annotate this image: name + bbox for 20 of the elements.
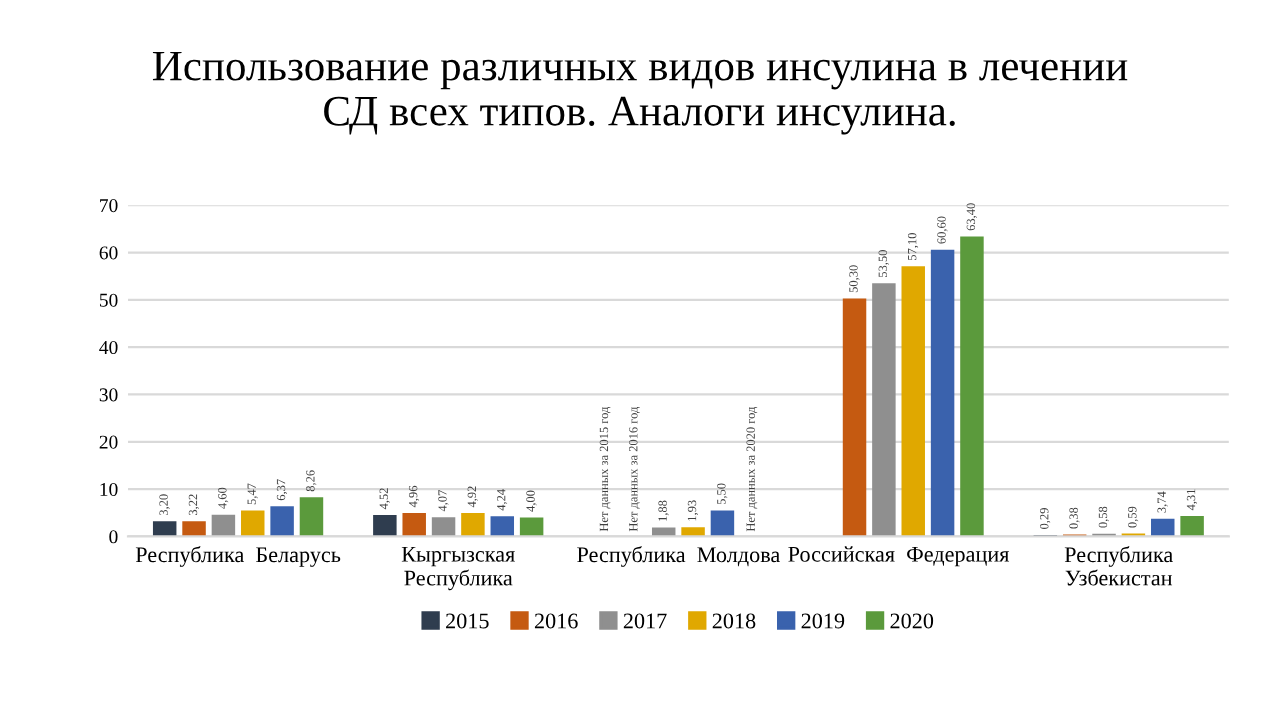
- y-tick-label: 10: [100, 482, 118, 497]
- y-tick-label: 0: [109, 530, 118, 544]
- legend-label: 2018: [712, 613, 756, 629]
- legend-label: 2016: [534, 613, 578, 629]
- legend-label: 2017: [623, 613, 667, 629]
- chart-title: Использование различных видов инсулина в лечении СД всех типов. Аналоги инсулина.: [152, 51, 1128, 135]
- legend-label: 2019: [801, 613, 845, 629]
- y-tick-label: 70: [100, 199, 118, 213]
- y-tick-label: 30: [99, 388, 118, 402]
- y-tick-label: 60: [99, 246, 118, 260]
- x-tick-label: Республика Узбекистан: [1064, 546, 1173, 586]
- y-tick-label: 50: [99, 293, 118, 307]
- x-tick-label: Российская Федерация: [788, 546, 1010, 567]
- x-tick-label: Республика Беларусь: [135, 546, 341, 567]
- legend-label: 2015: [446, 613, 489, 629]
- x-tick-label: Кыргызская Республика: [401, 546, 515, 591]
- legend-label: 2020: [890, 613, 934, 629]
- x-tick-label: Республика Молдова: [577, 546, 780, 567]
- y-tick-label: 20: [99, 435, 118, 449]
- y-tick-label: 40: [99, 340, 118, 355]
